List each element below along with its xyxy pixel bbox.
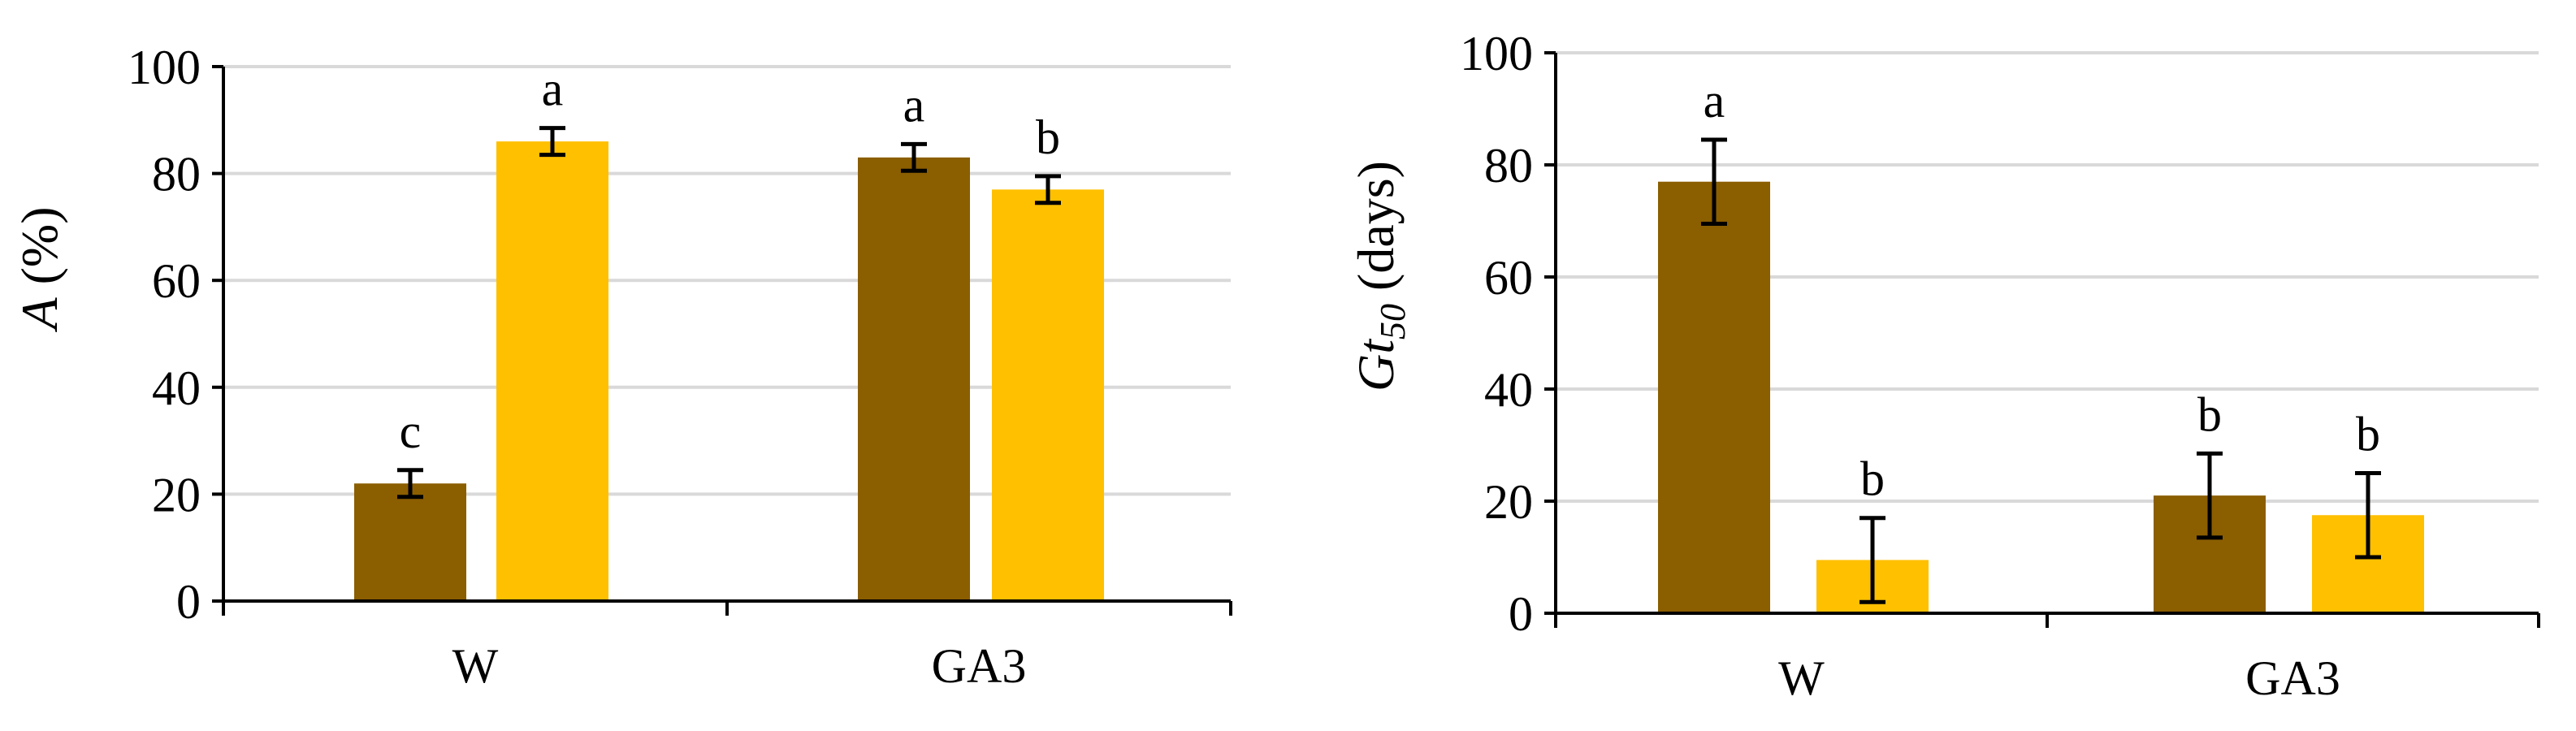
chart-a-bar-w-series-2	[496, 141, 608, 601]
chart-gt50-x-tick-labels: W GA3	[1778, 651, 2340, 705]
chart-a-percent: c a a b 0 20 40 60 80 100 W GA3 A (%)	[11, 41, 1232, 693]
chart-a-x-tick-label: W	[452, 639, 499, 693]
chart-a-significance-letter: c	[400, 404, 422, 458]
chart-gt50-y-tick-label: 40	[1484, 363, 1533, 417]
chart-a-bars	[354, 141, 1104, 602]
chart-a-y-tick-label: 40	[152, 361, 201, 415]
chart-a-axes	[212, 65, 1232, 616]
chart-gt50-y-tick-labels: 0 20 40 60 80 100	[1460, 27, 1533, 641]
chart-gt50-error-bars	[1701, 137, 2381, 604]
chart-gt50-bar-w-series-1	[1658, 181, 1770, 613]
chart-gt50-x-tick-label: GA3	[2245, 651, 2340, 705]
chart-gt50-y-tick-label: 60	[1484, 251, 1533, 305]
chart-gt50-y-tick-label: 0	[1509, 587, 1533, 641]
chart-gt50-significance-letter: b	[2356, 408, 2380, 461]
chart-a-y-tick-label: 20	[152, 468, 201, 521]
chart-gt50-significance-letter: b	[1860, 452, 1885, 506]
chart-a-x-tick-labels: W GA3	[452, 639, 1027, 693]
chart-gt50-significance-letter: a	[1704, 74, 1725, 128]
chart-gt50-significance-letter: b	[2197, 387, 2222, 441]
chart-gt50-significance-letters: a b b b	[1704, 74, 2380, 506]
chart-a-y-tick-labels: 0 20 40 60 80 100	[128, 41, 201, 629]
chart-a-bar-w-series-1	[354, 483, 466, 601]
chart-gt50-axes	[1544, 51, 2540, 628]
chart-a-y-tick-label: 0	[176, 575, 201, 629]
chart-gt50-y-tick-label: 100	[1460, 27, 1533, 80]
chart-a-y-axis-label: A (%)	[11, 206, 68, 332]
chart-a-significance-letters: c a a b	[400, 63, 1060, 458]
chart-gt50-y-axis-label: Gt50 (days)	[1347, 161, 1413, 391]
chart-a-x-tick-label: GA3	[932, 639, 1027, 693]
chart-gt50-x-tick-label: W	[1778, 651, 1825, 705]
chart-a-bar-ga3-series-2	[992, 189, 1104, 601]
chart-gt50-y-tick-label: 20	[1484, 475, 1533, 529]
chart-gt50-y-tick-label: 80	[1484, 139, 1533, 192]
chart-gt50-days: a b b b 0 20 40 60 80 100 W GA3 Gt50 (days)	[1347, 27, 2540, 705]
chart-a-bar-ga3-series-1	[858, 157, 970, 602]
chart-a-significance-letter: a	[903, 78, 925, 132]
chart-a-y-tick-label: 80	[152, 148, 201, 201]
chart-a-significance-letter: b	[1036, 110, 1060, 164]
chart-a-significance-letter: a	[542, 63, 564, 116]
chart-a-y-tick-label: 60	[152, 254, 201, 308]
chart-a-error-bars	[397, 126, 1061, 500]
chart-a-y-tick-label: 100	[128, 41, 201, 94]
chart-gt50-bars	[1658, 181, 2424, 613]
